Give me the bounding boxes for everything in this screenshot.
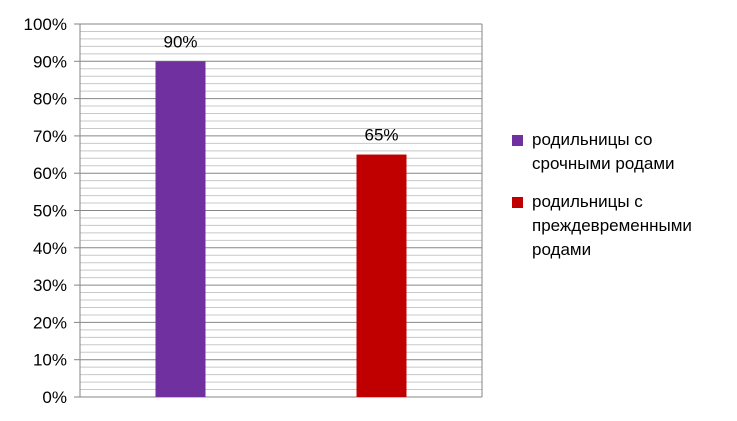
y-tick-label: 20% bbox=[33, 313, 67, 332]
bars bbox=[155, 61, 407, 398]
y-tick-label: 60% bbox=[33, 164, 67, 183]
y-tick-label: 0% bbox=[42, 388, 67, 407]
legend-item-preterm: родильницы с преждевременными родами bbox=[512, 190, 732, 262]
gridlines bbox=[80, 23, 482, 398]
legend-label-preterm: родильницы с преждевременными родами bbox=[532, 192, 692, 259]
y-axis-ticks: 0% 10% 20% 30% 40% 50% 60% 70% 80% 90% 100% bbox=[24, 15, 80, 407]
y-tick-label: 50% bbox=[33, 202, 67, 221]
y-tick-label: 10% bbox=[33, 351, 67, 370]
y-tick-label: 100% bbox=[24, 15, 67, 34]
data-label: 90% bbox=[163, 32, 197, 51]
legend-label-term: родильницы со срочными родами bbox=[532, 130, 675, 173]
bar bbox=[356, 154, 407, 397]
legend-swatch-term bbox=[512, 135, 523, 146]
data-label: 65% bbox=[364, 126, 398, 145]
y-tick-label: 30% bbox=[33, 276, 67, 295]
y-tick-label: 40% bbox=[33, 239, 67, 258]
legend-swatch-preterm bbox=[512, 197, 523, 208]
y-tick-label: 90% bbox=[33, 52, 67, 71]
legend-item-term: родильницы со срочными родами bbox=[512, 128, 732, 176]
y-tick-label: 80% bbox=[33, 90, 67, 109]
bar bbox=[155, 61, 206, 398]
data-labels: 90% 65% bbox=[163, 32, 398, 144]
legend: родильницы со срочными родами родильницы… bbox=[512, 128, 732, 276]
y-tick-label: 70% bbox=[33, 127, 67, 146]
